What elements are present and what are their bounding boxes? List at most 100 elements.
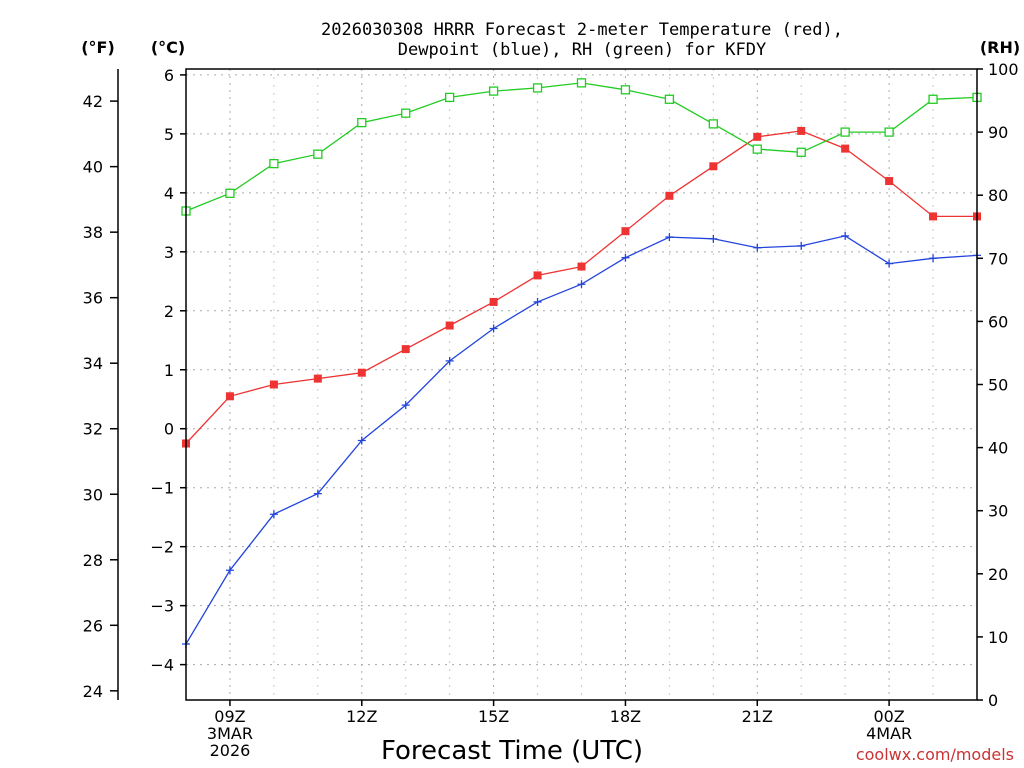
time-tick-label: 12Z [346,707,377,726]
fahrenheit-tick-label: 26 [83,616,103,635]
dewpoint-point [225,566,234,575]
dewpoint-point [489,324,498,333]
dewpoint-point [753,243,762,252]
fahrenheit-tick-label: 24 [83,682,103,701]
temperature-point [929,212,938,221]
rh-point [796,147,806,157]
rh-axis: 0 10 20 30 40 50 60 70 80 90 100 [977,60,1019,710]
rh-point [357,117,367,128]
rh-point [840,127,850,137]
celsius-axis: −4 −3 −2 −1 0 1 2 3 4 5 6 [150,66,186,675]
rh-point [708,119,718,129]
rh-tick-label: 90 [988,123,1008,142]
dewpoint-point [313,489,322,498]
x-axis-label: Forecast Time (UTC) [381,736,643,766]
temperature-point [665,191,674,200]
credit-text: coolwx.com/models [856,745,1014,764]
time-tick-label: 18Z [610,707,641,726]
rh-point [928,94,938,104]
time-tick-label: 21Z [742,707,773,726]
chart-title-line1: 2026030308 HRRR Forecast 2-meter Tempera… [321,20,843,40]
temperature-point [225,392,234,401]
rh-point [225,188,235,198]
celsius-tick-label: 2 [164,302,174,321]
time-tick-label: 00Z [873,707,904,726]
rh-point [313,149,323,159]
dewpoint-point [445,356,454,365]
rh-tick-label: 80 [988,186,1008,205]
fahrenheit-unit-label: (°F) [81,38,115,57]
fahrenheit-tick-label: 38 [83,223,103,242]
rh-tick-label: 100 [988,60,1019,79]
rh-tick-label: 10 [988,628,1008,647]
rh-point [532,83,543,93]
rh-tick-label: 40 [988,439,1008,458]
temperature-point [533,271,542,280]
rh-point [664,94,675,104]
dewpoint-point [709,234,718,243]
time-tick-label: 09Z [214,707,245,726]
temperature-point [841,144,850,153]
celsius-tick-label: −2 [150,538,174,557]
rh-point [401,108,411,118]
time-tick-label: 3MAR [207,724,253,743]
temperature-point [885,177,894,186]
temperature-point [621,227,630,236]
dewpoint-point [885,259,894,268]
fahrenheit-tick-label: 42 [83,92,103,111]
temperature-point [709,162,718,171]
temperature-point [401,345,410,354]
temperature-point [577,262,586,271]
fahrenheit-tick-label: 40 [83,158,103,177]
dewpoint-point [621,253,630,262]
rh-point [576,78,587,88]
time-tick-label: 15Z [478,707,509,726]
chart-title-line2: Dewpoint (blue), RH (green) for KFDY [398,40,766,60]
celsius-tick-label: −3 [150,597,174,616]
rh-point [269,158,279,169]
dewpoint-point [797,241,806,250]
rh-tick-label: 20 [988,565,1008,584]
time-tick-label: 2026 [210,741,251,760]
dewpoint-point [929,254,938,263]
grid-lines [186,69,977,700]
fahrenheit-tick-label: 30 [83,485,103,504]
celsius-tick-label: −1 [150,479,174,498]
celsius-tick-label: 6 [164,66,174,85]
temperature-point [269,380,278,389]
fahrenheit-tick-label: 28 [83,551,103,570]
temperature-point [489,297,498,306]
celsius-unit-label: (°C) [151,38,185,57]
celsius-tick-label: 1 [164,361,174,380]
fahrenheit-tick-label: 34 [83,354,103,373]
rh-tick-label: 60 [988,312,1008,331]
temperature-point [357,368,366,377]
celsius-tick-label: 0 [164,420,174,439]
dewpoint-point [533,297,542,306]
temperature-point [313,374,322,383]
rh-unit-label: (RH) [980,38,1020,57]
dewpoint-point [357,436,366,445]
dewpoint-point [577,280,586,289]
fahrenheit-axis: 24 26 28 30 32 34 36 38 40 42 [83,92,118,701]
fahrenheit-tick-label: 36 [83,289,103,308]
rh-point [884,127,894,137]
fahrenheit-tick-label: 32 [83,420,103,439]
celsius-tick-label: 3 [164,243,174,262]
celsius-tick-label: −4 [150,656,174,675]
celsius-tick-label: 5 [164,125,174,144]
time-tick-label: 4MAR [866,724,912,743]
rh-point [488,86,499,96]
temperature-point [753,132,762,141]
dewpoint-point [269,510,278,519]
celsius-tick-label: 4 [164,184,174,203]
dewpoint-point [841,231,850,240]
rh-tick-label: 50 [988,376,1008,395]
rh-tick-label: 70 [988,249,1008,268]
rh-tick-label: 0 [988,691,998,710]
dewpoint-point [401,401,410,410]
rh-point [445,92,455,103]
series-layer [181,78,982,648]
